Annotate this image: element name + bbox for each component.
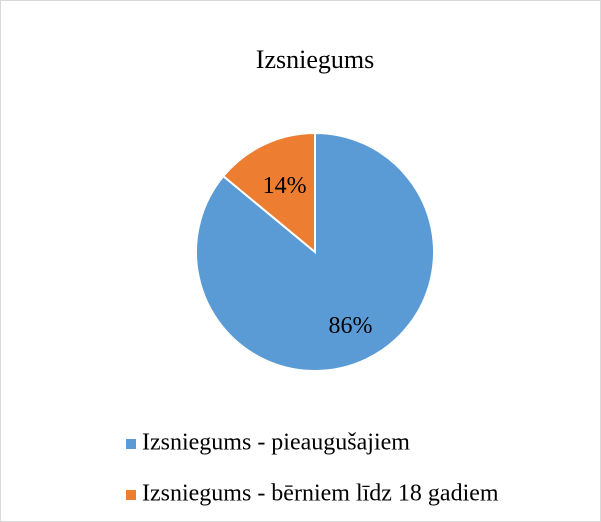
legend-label: Izsniegums - pieaugušajiem [142, 430, 410, 456]
data-label: 14% [263, 173, 307, 199]
pie-slice [221, 131, 316, 255]
chart-title: Izsniegums [256, 45, 374, 74]
legend-label: Izsniegums - bērniem līdz 18 gadiem [142, 481, 499, 507]
legend-swatch [126, 439, 136, 449]
data-label: 86% [328, 313, 372, 339]
legend-swatch [126, 490, 136, 500]
